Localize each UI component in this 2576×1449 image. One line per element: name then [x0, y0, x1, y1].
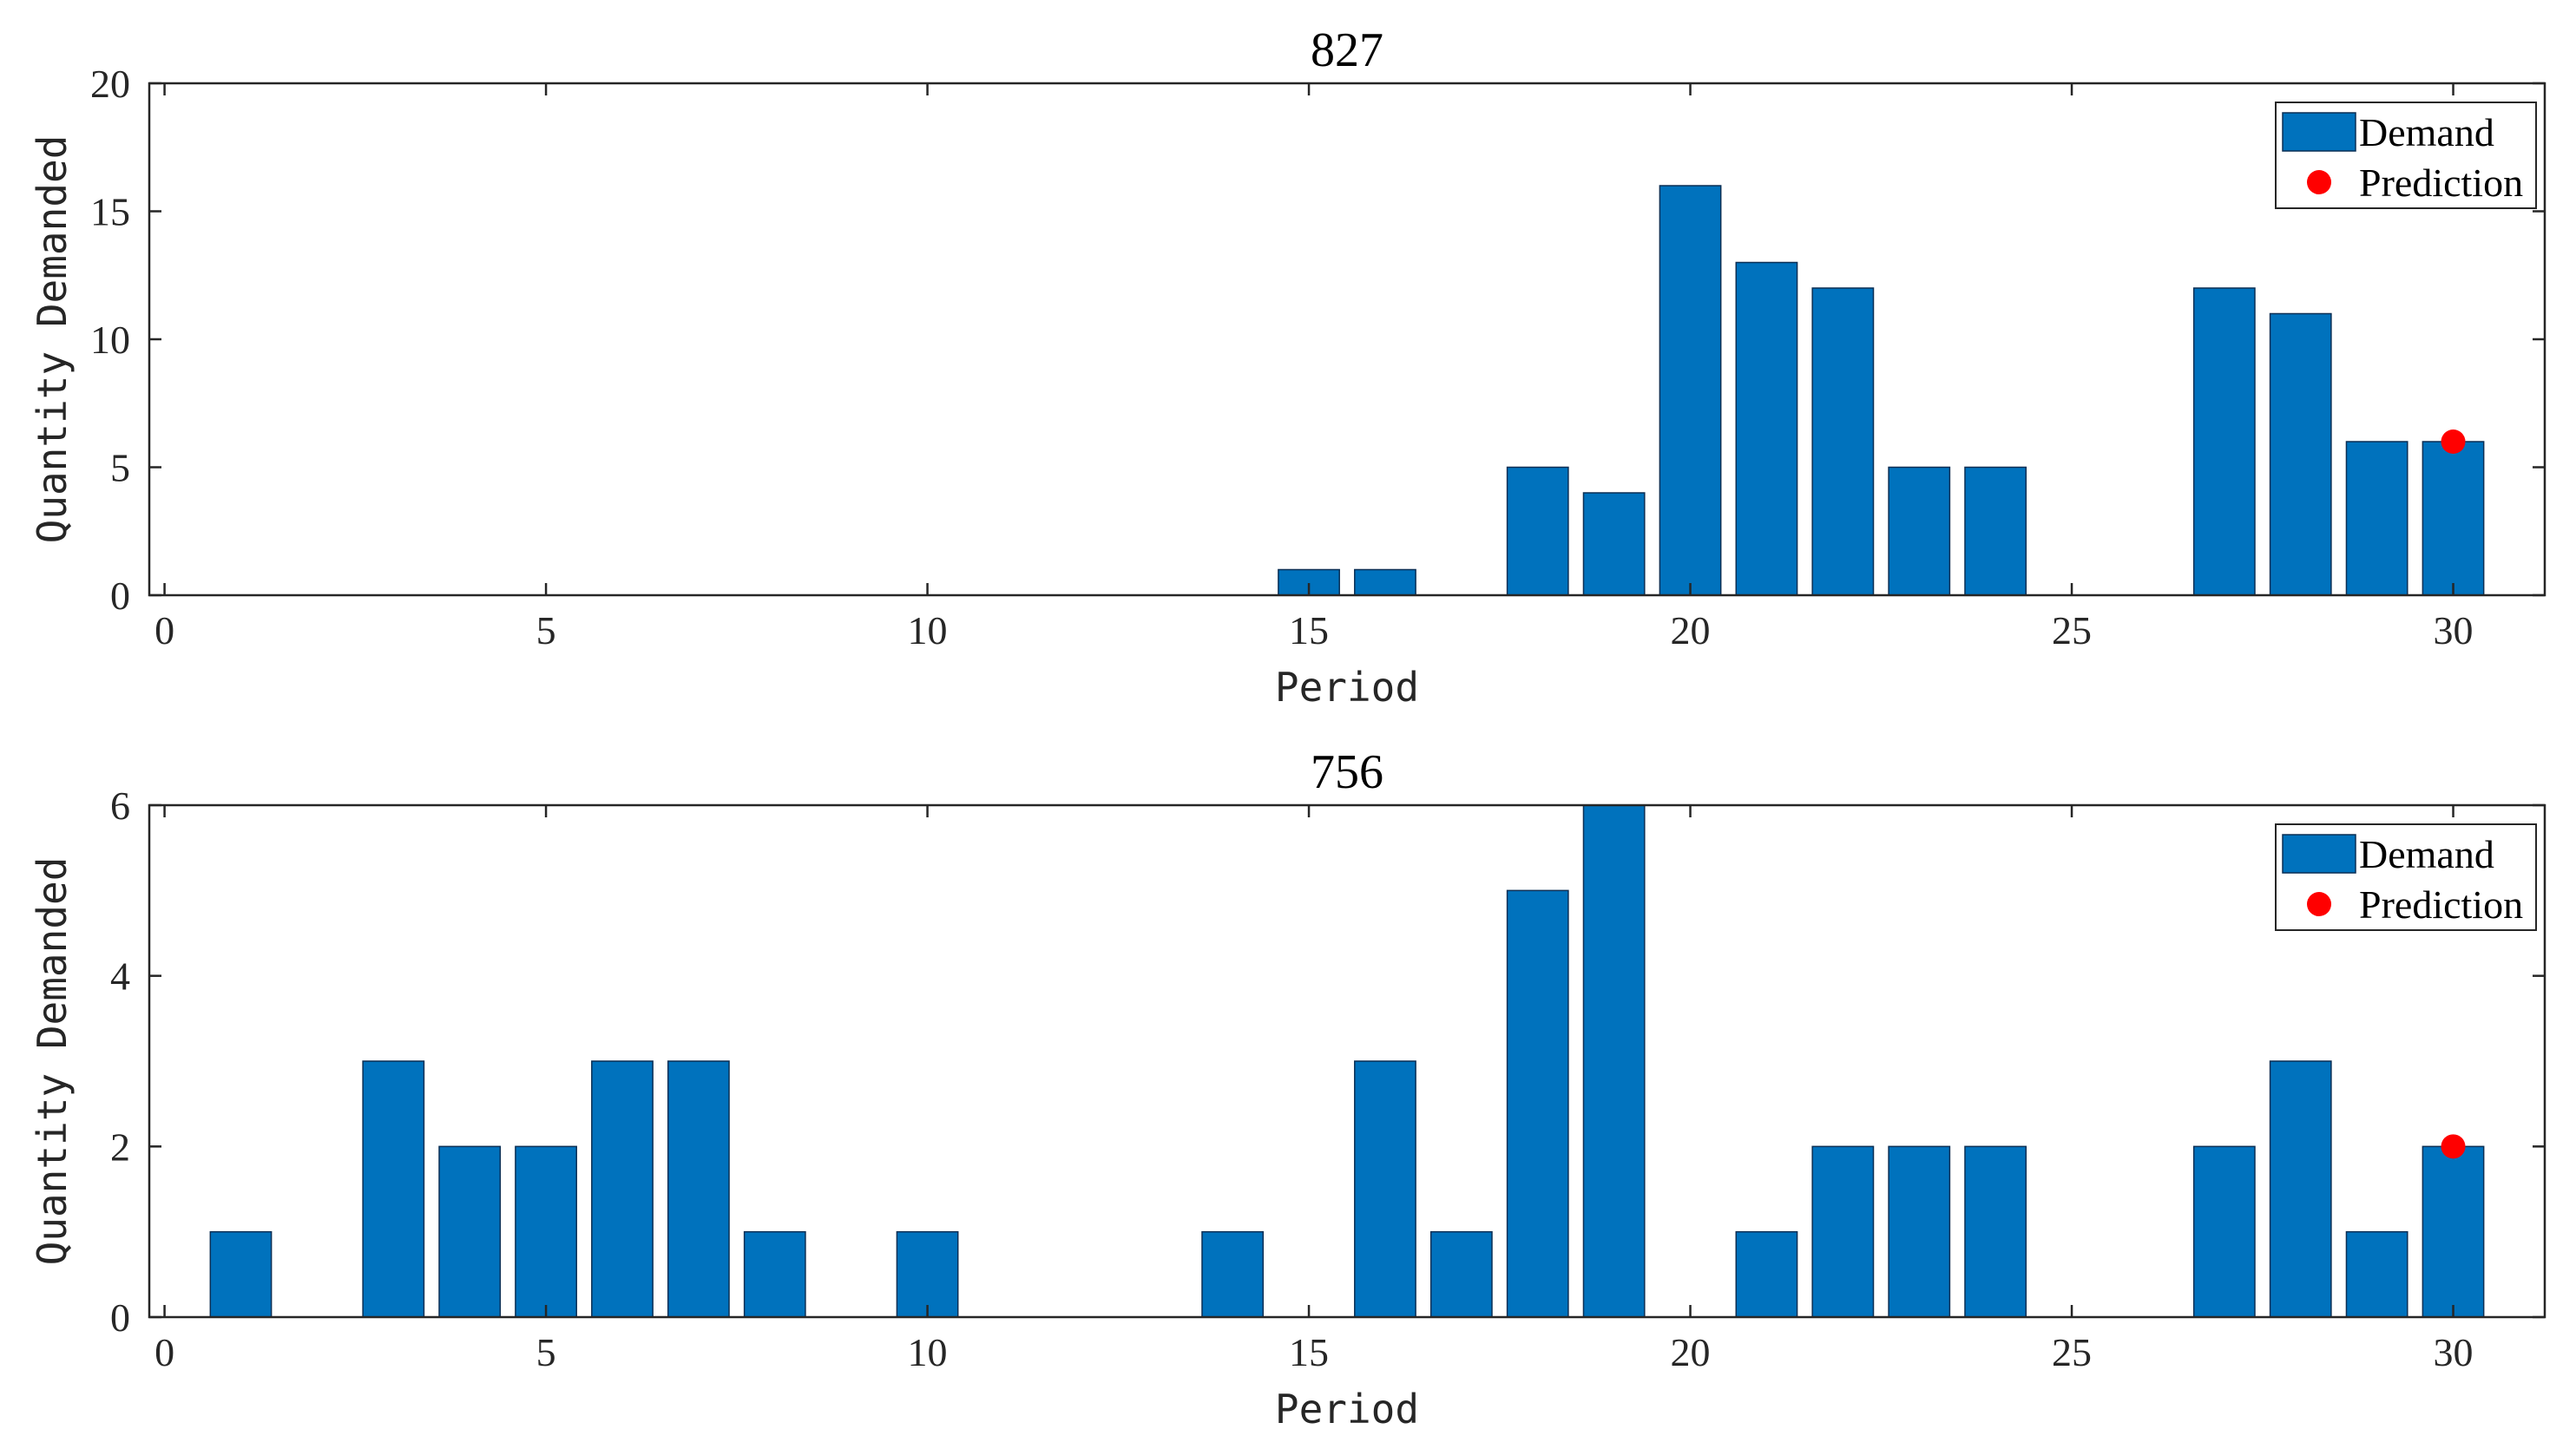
y-axis-label: Quantity Demanded — [29, 135, 76, 544]
x-tick-label: 20 — [1671, 1330, 1711, 1374]
x-tick-label: 5 — [536, 1330, 556, 1374]
demand-bar — [2269, 312, 2332, 596]
y-tick-label: 5 — [110, 446, 130, 490]
demand-bar — [1354, 1060, 1416, 1318]
demand-bar — [362, 1060, 425, 1318]
x-tick-label: 30 — [2434, 1330, 2474, 1374]
demand-bar — [1354, 568, 1416, 596]
chart-title: 756 — [1311, 745, 1383, 799]
demand-bar — [438, 1145, 502, 1318]
demand-bar — [1506, 466, 1569, 596]
demand-bar — [743, 1230, 806, 1318]
y-tick-label: 0 — [110, 574, 130, 618]
x-tick-label: 15 — [1289, 608, 1329, 652]
legend-prediction-marker — [2307, 892, 2331, 916]
demand-bar — [1964, 466, 2027, 596]
demand-bar — [1582, 492, 1646, 596]
demand-bar — [591, 1060, 654, 1318]
x-axis-label: Period — [1275, 664, 1419, 711]
x-tick-label: 10 — [908, 608, 948, 652]
x-tick-label: 20 — [1671, 608, 1711, 652]
y-tick-label: 15 — [90, 190, 130, 234]
x-tick-label: 25 — [2052, 608, 2092, 652]
demand-bar — [1429, 1230, 1493, 1318]
y-tick-label: 20 — [90, 62, 130, 106]
prediction-point — [2441, 1134, 2466, 1159]
x-tick-label: 25 — [2052, 1330, 2092, 1374]
x-tick-label: 15 — [1289, 1330, 1329, 1374]
legend-prediction-label: Prediction — [2359, 882, 2523, 927]
y-tick-label: 2 — [110, 1124, 130, 1169]
legend-demand-swatch — [2282, 112, 2356, 152]
demand-bar — [1659, 185, 1722, 596]
legend-demand-label: Demand — [2359, 110, 2494, 154]
y-tick-label: 0 — [110, 1295, 130, 1340]
chart-title: 827 — [1311, 23, 1383, 77]
x-axis-label: Period — [1275, 1386, 1419, 1433]
demand-bar — [1964, 1145, 2027, 1318]
demand-bar — [2269, 1060, 2332, 1318]
demand-bar — [1735, 261, 1798, 596]
demand-bar — [1811, 1145, 1875, 1318]
y-tick-label: 10 — [90, 318, 130, 362]
prediction-point — [2441, 429, 2466, 454]
demand-bar — [667, 1060, 730, 1318]
x-tick-label: 10 — [908, 1330, 948, 1374]
chart-827: 827 0 5 10 15 20 25 30 0 5 10 15 20 Period Quantity De… — [29, 23, 2546, 711]
demand-bar — [209, 1230, 273, 1318]
y-axis-label: Quantity Demanded — [29, 857, 76, 1266]
legend-demand-swatch — [2282, 834, 2356, 874]
legend-prediction-label: Prediction — [2359, 161, 2523, 205]
demand-bar — [1506, 889, 1569, 1318]
demand-bar — [1735, 1230, 1798, 1318]
demand-bar — [2192, 287, 2256, 596]
y-tick-label: 6 — [110, 784, 130, 828]
demand-bar — [1201, 1230, 1265, 1318]
legend-demand-label: Demand — [2359, 832, 2494, 876]
y-tick-label: 4 — [110, 954, 130, 999]
demand-bar — [515, 1145, 577, 1318]
x-tick-label: 0 — [154, 608, 174, 652]
demand-bar — [1582, 804, 1646, 1318]
axes-box — [148, 803, 2546, 1319]
x-tick-label: 30 — [2434, 608, 2474, 652]
demand-bar — [2422, 1145, 2485, 1318]
demand-bar — [1888, 1145, 1951, 1318]
demand-bar — [1888, 466, 1951, 596]
chart-756: 756 0 5 10 15 20 25 30 0 2 4 6 Period Quantity Demand… — [29, 745, 2546, 1433]
x-tick-label: 5 — [536, 608, 556, 652]
demand-bar — [896, 1230, 959, 1318]
demand-bar — [2192, 1145, 2256, 1318]
demand-bar — [2345, 1230, 2408, 1318]
x-tick-label: 0 — [154, 1330, 174, 1374]
legend-prediction-marker — [2307, 170, 2331, 194]
demand-bar — [2345, 441, 2408, 596]
axes-box — [148, 82, 2546, 597]
demand-bar — [2422, 441, 2485, 596]
demand-bar — [1811, 287, 1875, 596]
